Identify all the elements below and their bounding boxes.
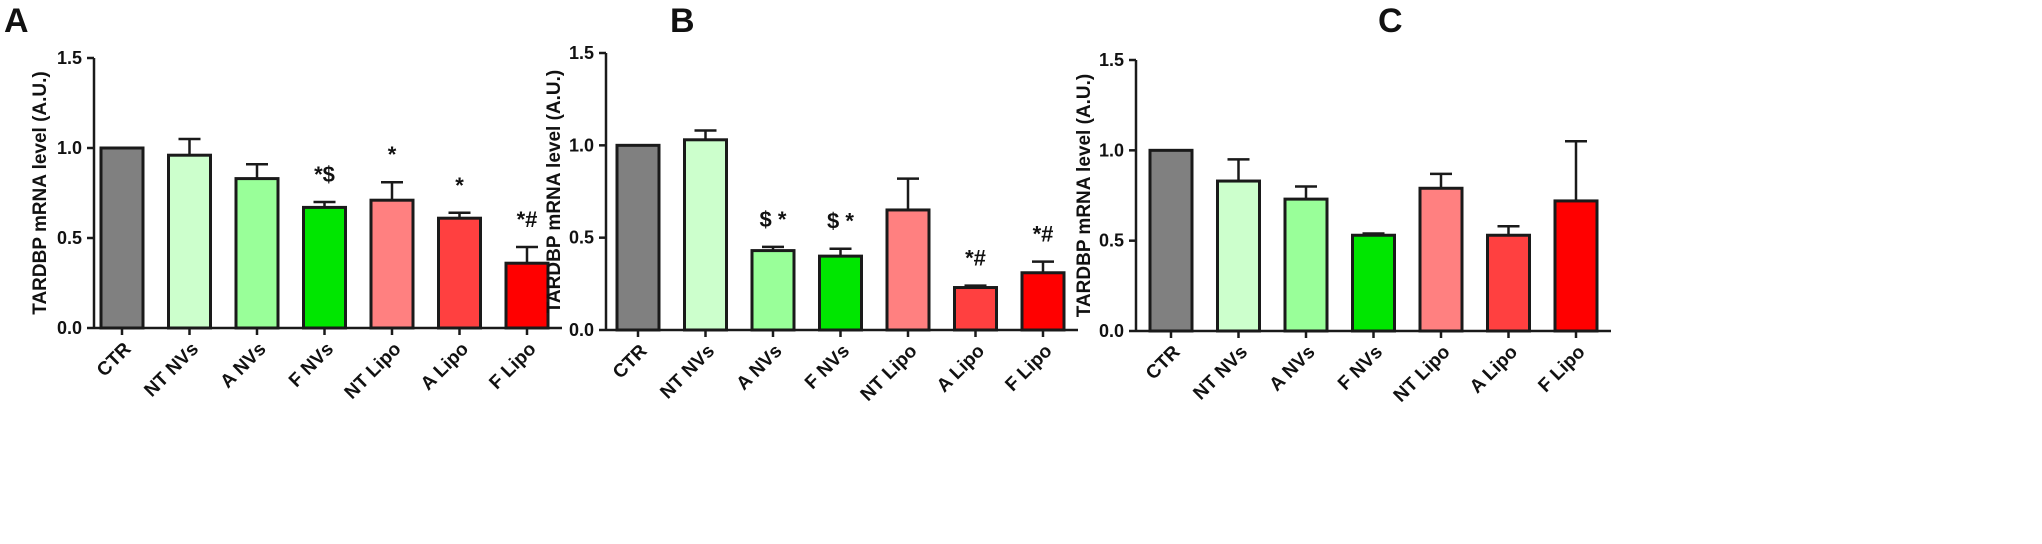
bar-nt-lipo xyxy=(885,208,931,332)
y-tick-label: 0.0 xyxy=(1099,321,1124,341)
significance-label: * xyxy=(388,142,397,167)
y-tick-label: 1.5 xyxy=(1099,50,1124,70)
bar-nt-nvs xyxy=(683,138,728,332)
bar-f-nvs xyxy=(1351,233,1396,333)
significance-label: *# xyxy=(1033,222,1054,247)
bar-f-lipo xyxy=(1553,199,1599,333)
y-tick-label: 1.0 xyxy=(569,135,594,155)
x-tick-label: A Lipo xyxy=(417,339,473,395)
x-tick-label: NT NVs xyxy=(656,341,719,404)
y-tick-label: 0.5 xyxy=(1099,231,1124,251)
x-tick-label: NT NVs xyxy=(1189,342,1252,405)
x-tick-label: CTR xyxy=(1142,341,1185,384)
bar-nt-nvs xyxy=(167,153,212,330)
x-tick-label: F Lipo xyxy=(1534,342,1589,397)
bar-nt-lipo xyxy=(1418,186,1464,333)
bar-a-lipo xyxy=(953,286,998,332)
x-tick-label: NT Lipo xyxy=(857,341,922,406)
y-tick-label: 0.5 xyxy=(57,228,82,248)
y-tick-label: 0.5 xyxy=(569,228,594,248)
x-tick-label: NT Lipo xyxy=(1390,342,1455,407)
chart-panel-b: B TARDBP mRNA level (A.U.)0.0 0.5 1.0 1.5 CTR… xyxy=(544,2,1078,406)
significance-label: $ * xyxy=(760,207,787,232)
y-tick-label: 1.0 xyxy=(57,138,82,158)
x-tick-label: F NVs xyxy=(801,341,854,394)
x-tick-label: CTR xyxy=(93,338,136,381)
y-tick-label: 1.5 xyxy=(57,48,82,68)
x-tick-label: A Lipo xyxy=(933,341,989,397)
x-tick-label: F NVs xyxy=(1334,342,1387,395)
y-tick-label: 1.5 xyxy=(569,43,594,63)
bar-f-lipo xyxy=(1020,271,1066,332)
bar-f-nvs xyxy=(302,205,347,330)
bar-f-nvs xyxy=(818,254,863,332)
bar-ctr xyxy=(615,143,661,332)
x-tick-label: F Lipo xyxy=(485,339,540,394)
x-tick-label: CTR xyxy=(609,340,652,383)
y-axis-title: TARDBP mRNA level (A.U.) xyxy=(30,71,51,315)
bar-a-nvs xyxy=(234,177,280,330)
y-axis-title: TARDBP mRNA level (A.U.) xyxy=(1074,74,1095,318)
bar-ctr xyxy=(99,146,145,330)
x-tick-label: A NVs xyxy=(217,339,271,393)
bar-a-nvs xyxy=(750,249,796,332)
y-tick-label: 1.0 xyxy=(1099,140,1124,160)
panel-label: B xyxy=(670,2,695,40)
bar-a-lipo xyxy=(1486,233,1531,333)
bar-a-lipo xyxy=(437,216,482,330)
significance-label: *# xyxy=(965,246,986,271)
x-tick-label: F Lipo xyxy=(1001,341,1056,396)
significance-label: * xyxy=(455,173,464,198)
bar-nt-nvs xyxy=(1216,179,1261,333)
y-axis-title: TARDBP mRNA level (A.U.) xyxy=(544,70,565,314)
bar-ctr xyxy=(1148,148,1194,333)
x-tick-label: A NVs xyxy=(1266,342,1320,396)
chart-panel-c: C TARDBP mRNA level (A.U.)0.0 0.5 1.0 1.5 CTR… xyxy=(1074,2,1611,407)
bar-nt-lipo xyxy=(369,198,415,330)
x-tick-label: F NVs xyxy=(285,339,338,392)
x-tick-label: A Lipo xyxy=(1466,342,1522,398)
x-tick-label: NT NVs xyxy=(140,339,203,402)
y-tick-label: 0.0 xyxy=(569,320,594,340)
bar-a-nvs xyxy=(1283,197,1329,333)
significance-label: *$ xyxy=(314,162,335,187)
x-tick-label: NT Lipo xyxy=(341,339,406,404)
panel-label: A xyxy=(4,2,29,40)
panel-label: C xyxy=(1378,2,1403,40)
bar-f-lipo xyxy=(504,261,550,330)
x-tick-label: A NVs xyxy=(733,341,787,395)
significance-label: $ * xyxy=(827,209,854,234)
chart-panel-a: A TARDBP mRNA level (A.U.) 0.0 0.5 1.0 1.5 CTR… xyxy=(4,2,562,404)
y-tick-label: 0.0 xyxy=(57,318,82,338)
significance-label: *# xyxy=(517,207,538,232)
